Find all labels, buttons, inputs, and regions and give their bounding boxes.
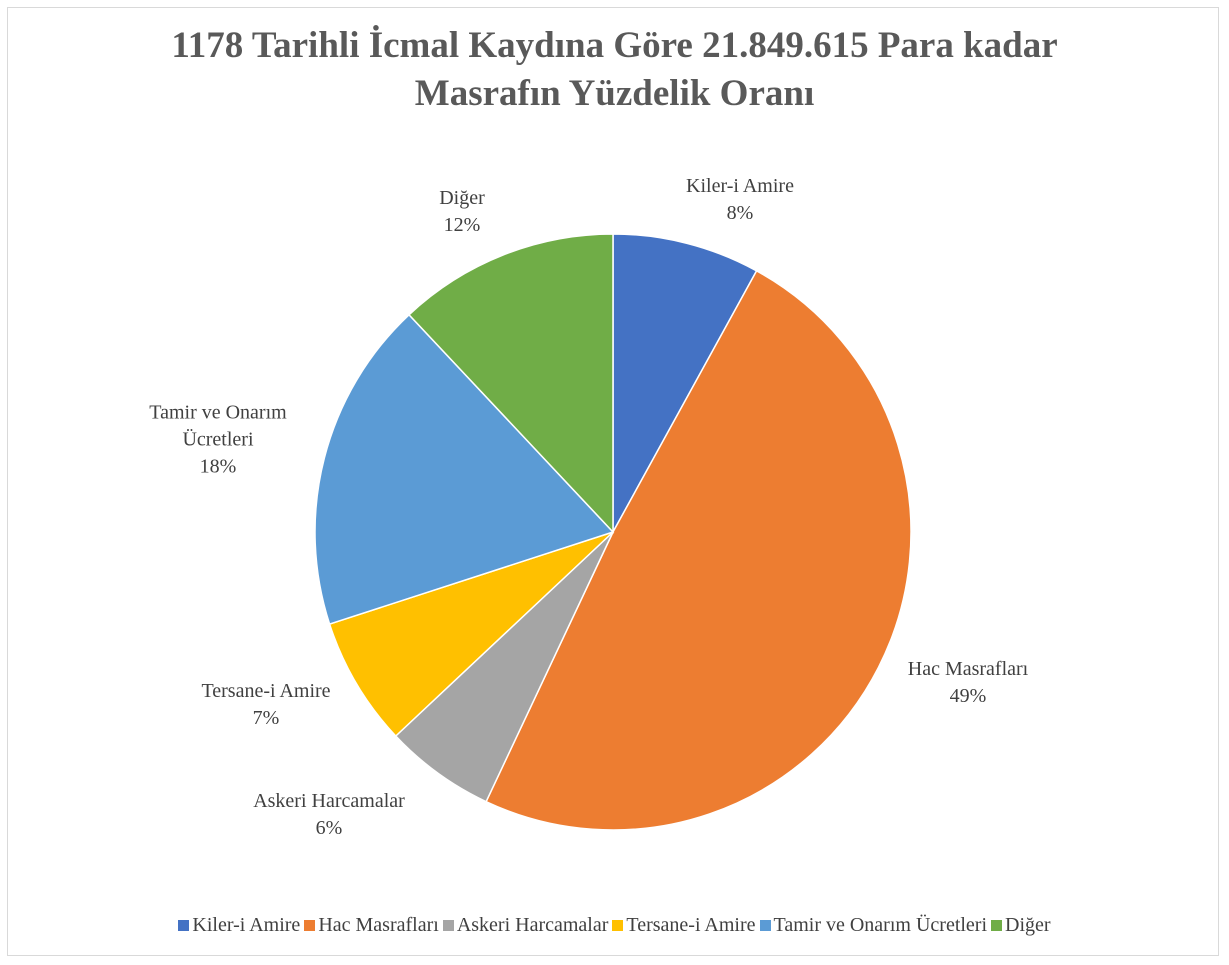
legend-swatch [991, 920, 1003, 931]
data-label-name: Tersane-i Amire [201, 680, 331, 702]
pie-slice [485, 269, 912, 831]
legend-item: Kiler-i Amire [178, 914, 300, 937]
chart-frame [7, 7, 1219, 956]
data-label-value: 7% [252, 707, 280, 729]
data-label-value: 49% [949, 685, 987, 707]
legend-swatch [759, 920, 771, 931]
pie-slice [314, 313, 615, 626]
title-box: 1178 Tarihli İcmal Kaydına Göre 21.849.6… [0, 22, 1229, 118]
legend-label: Tamir ve Onarım Ücretleri [773, 914, 988, 936]
data-label-name: Kiler-i Amire [686, 175, 794, 197]
legend-swatch [442, 920, 454, 931]
data-label-name: Tamir ve Onarım Ücretleri [149, 401, 287, 451]
legend-item: Diğer [991, 914, 1051, 937]
legend-label: Tersane-i Amire [626, 914, 756, 936]
legend-swatch [178, 920, 190, 931]
legend-item: Tersane-i Amire [612, 914, 756, 937]
pie-slice [612, 233, 758, 533]
legend-item: Askeri Harcamalar [442, 914, 609, 937]
data-label: Hac Masrafları 49% [873, 656, 1063, 710]
pie-slice [328, 531, 614, 738]
legend: Kiler-i Amire Hac Masrafları Askeri Harcam… [0, 914, 1229, 937]
chart-title: 1178 Tarihli İcmal Kaydına Göre 21.849.6… [171, 25, 1058, 114]
data-label: Tersane-i Amire 7% [171, 678, 361, 732]
legend-label: Askeri Harcamalar [456, 914, 609, 936]
legend-label: Diğer [1005, 914, 1051, 936]
data-label-value: 12% [443, 214, 481, 236]
data-label-name: Askeri Harcamalar [253, 790, 405, 812]
data-label-name: Hac Masrafları [907, 658, 1029, 680]
data-label-value: 18% [199, 455, 237, 478]
data-label-value: 6% [315, 817, 343, 839]
data-label: Diğer 12% [367, 185, 557, 239]
data-label: Kiler-i Amire 8% [645, 173, 835, 227]
data-label-value: 8% [726, 202, 754, 224]
legend-label: Hac Masrafları [318, 914, 439, 936]
legend-swatch [612, 920, 624, 931]
legend-item: Hac Masrafları [304, 914, 439, 937]
data-label-name: Diğer [439, 187, 485, 209]
legend-swatch [304, 920, 316, 931]
legend-item: Tamir ve Onarım Ücretleri [759, 914, 988, 937]
data-label: Tamir ve Onarım Ücretleri 18% [133, 400, 303, 481]
data-label: Askeri Harcamalar 6% [234, 788, 424, 842]
legend-label: Kiler-i Amire [192, 914, 301, 936]
pie-slice [407, 233, 614, 534]
